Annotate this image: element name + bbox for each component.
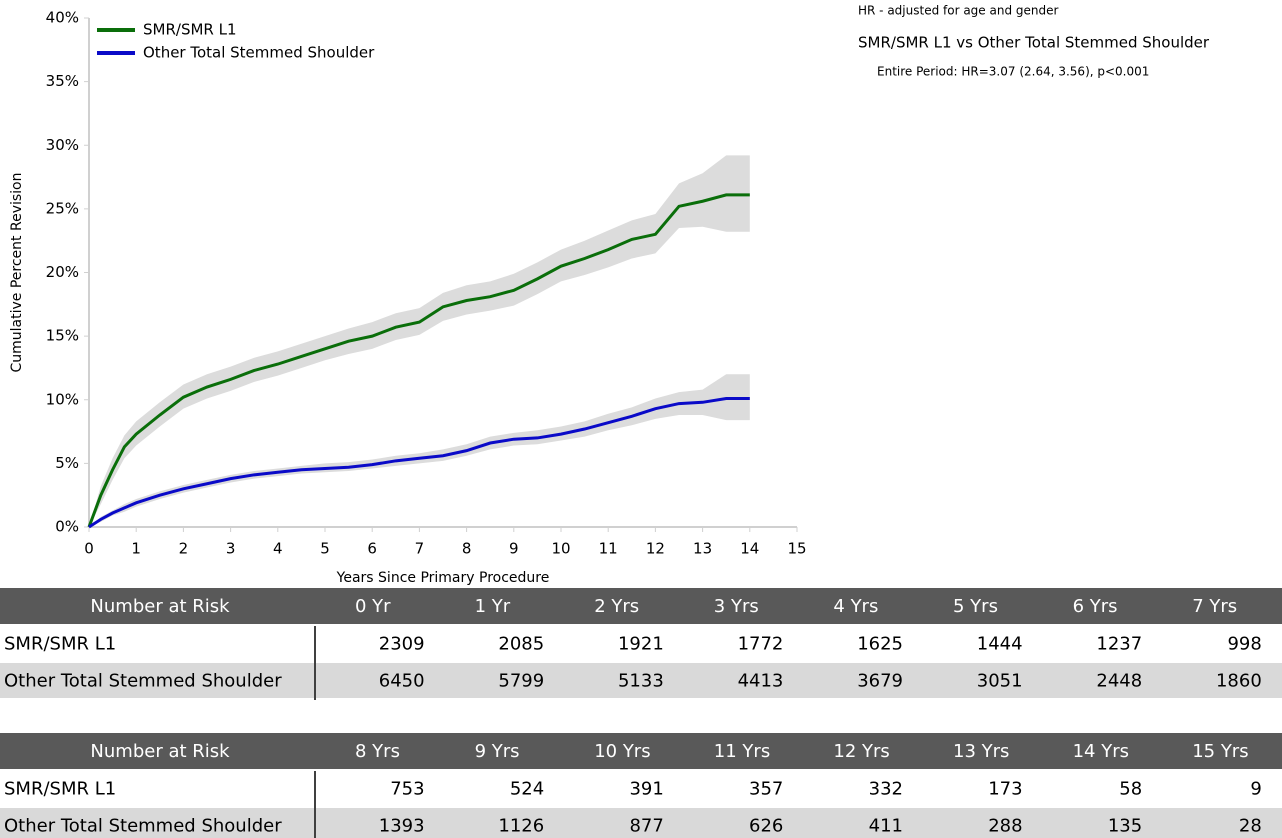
table-cell: SMR/SMR L1: [4, 779, 116, 800]
table-header: 1 Yr: [475, 596, 511, 617]
x-tick-label: 3: [226, 540, 236, 558]
x-tick-label: 8: [462, 540, 472, 558]
y-tick-label: 15%: [46, 327, 79, 345]
table-cell: 626: [749, 816, 783, 837]
table-cell: 5799: [498, 671, 544, 692]
table-header: 6 Yrs: [1073, 596, 1118, 617]
table-header: 0 Yr: [355, 596, 391, 617]
y-tick-label: 25%: [46, 199, 79, 217]
table-cell: 411: [869, 816, 903, 837]
table-header-bg: [0, 733, 1282, 769]
y-tick-label: 35%: [46, 72, 79, 90]
x-tick-label: 10: [551, 540, 570, 558]
table-cell: 1237: [1096, 634, 1142, 655]
x-tick-label: 11: [599, 540, 618, 558]
table-row-bg: [0, 663, 1282, 698]
table-header: 2 Yrs: [594, 596, 639, 617]
table-cell: SMR/SMR L1: [4, 634, 116, 655]
table-header: 3 Yrs: [714, 596, 759, 617]
table-header: Number at Risk: [90, 741, 230, 762]
legend-label: SMR/SMR L1: [143, 21, 237, 39]
x-tick-label: 13: [693, 540, 712, 558]
table-cell: 1393: [379, 816, 425, 837]
table-cell: 6450: [379, 671, 425, 692]
table-cell: 1625: [857, 634, 903, 655]
table-cell: 173: [988, 779, 1022, 800]
table-row-bg: [0, 808, 1282, 838]
table-header: 13 Yrs: [953, 741, 1009, 762]
x-tick-label: 5: [320, 540, 330, 558]
confidence-band: [89, 155, 750, 527]
table-cell: 1772: [738, 634, 784, 655]
y-tick-label: 30%: [46, 136, 79, 154]
y-tick-label: 10%: [46, 390, 79, 408]
table-header-bg: [0, 588, 1282, 624]
table-cell: 2309: [379, 634, 425, 655]
table-cell: 28: [1239, 816, 1262, 837]
table-cell: 2085: [498, 634, 544, 655]
table-cell: 524: [510, 779, 544, 800]
table-cell: 1921: [618, 634, 664, 655]
x-tick-label: 14: [740, 540, 759, 558]
table-header: 5 Yrs: [953, 596, 998, 617]
table-header: 15 Yrs: [1192, 741, 1248, 762]
table-cell: 1444: [977, 634, 1023, 655]
table-cell: 1860: [1216, 671, 1262, 692]
table-cell: 5133: [618, 671, 664, 692]
table-cell: Other Total Stemmed Shoulder: [4, 816, 282, 837]
table-cell: 391: [629, 779, 663, 800]
table-header: 10 Yrs: [594, 741, 650, 762]
table-cell: 9: [1250, 779, 1261, 800]
x-tick-label: 7: [415, 540, 425, 558]
y-tick-label: 20%: [46, 263, 79, 281]
series-line: [87, 193, 750, 528]
y-tick-label: 5%: [55, 454, 79, 472]
table-cell: 3679: [857, 671, 903, 692]
x-tick-label: 12: [646, 540, 665, 558]
table-cell: 753: [390, 779, 424, 800]
x-tick-label: 4: [273, 540, 283, 558]
table-header: 9 Yrs: [475, 741, 520, 762]
table-cell: 2448: [1096, 671, 1142, 692]
table-header: 4 Yrs: [833, 596, 878, 617]
table-cell: 58: [1119, 779, 1142, 800]
x-tick-label: 6: [367, 540, 377, 558]
y-tick-label: 40%: [46, 9, 79, 27]
table-cell: 998: [1227, 634, 1261, 655]
table-cell: 4413: [738, 671, 784, 692]
table-header: Number at Risk: [90, 596, 230, 617]
x-tick-label: 2: [179, 540, 189, 558]
table-header: 12 Yrs: [833, 741, 889, 762]
annotation: SMR/SMR L1 vs Other Total Stemmed Should…: [858, 34, 1210, 52]
table-cell: 288: [988, 816, 1022, 837]
table-cell: 332: [869, 779, 903, 800]
x-tick-label: 9: [509, 540, 519, 558]
y-tick-label: 0%: [55, 518, 79, 536]
annotation: Entire Period: HR=3.07 (2.64, 3.56), p<0…: [877, 65, 1149, 79]
y-axis-label: Cumulative Percent Revision: [9, 173, 25, 373]
table-header: 7 Yrs: [1192, 596, 1237, 617]
table-header: 8 Yrs: [355, 741, 400, 762]
table-header: 14 Yrs: [1073, 741, 1129, 762]
table-cell: 877: [629, 816, 663, 837]
x-tick-label: 15: [787, 540, 806, 558]
x-axis-label: Years Since Primary Procedure: [336, 570, 550, 586]
annotation: HR - adjusted for age and gender: [858, 4, 1058, 18]
table-cell: Other Total Stemmed Shoulder: [4, 671, 282, 692]
table-cell: 357: [749, 779, 783, 800]
legend-label: Other Total Stemmed Shoulder: [143, 44, 375, 62]
x-tick-label: 0: [84, 540, 94, 558]
table-cell: 135: [1108, 816, 1142, 837]
x-tick-label: 1: [131, 540, 141, 558]
table-cell: 1126: [498, 816, 544, 837]
table-cell: 3051: [977, 671, 1023, 692]
series-line: [88, 396, 750, 529]
table-header: 11 Yrs: [714, 741, 770, 762]
